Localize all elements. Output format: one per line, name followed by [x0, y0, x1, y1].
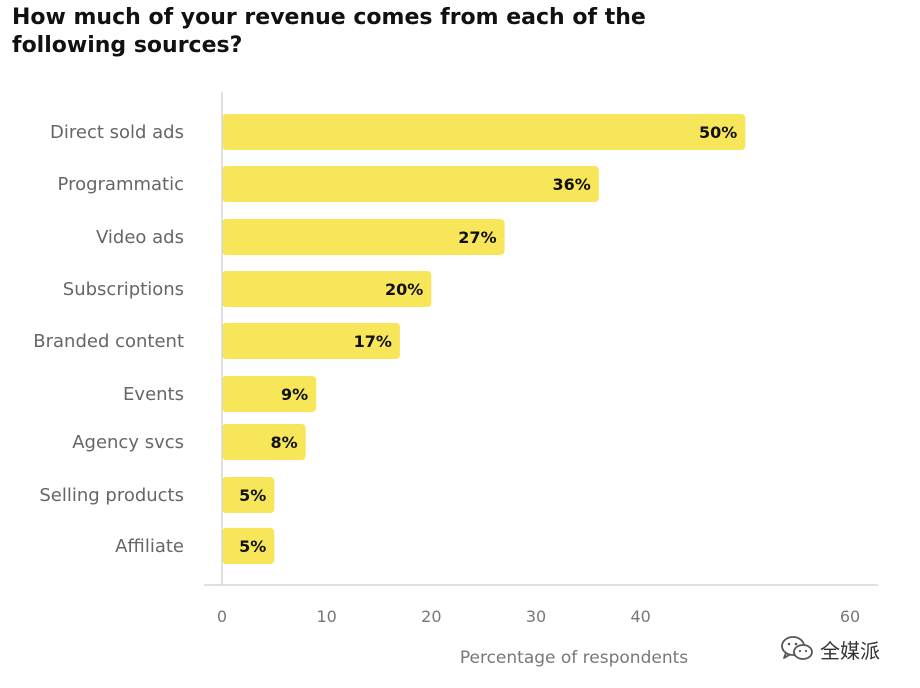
watermark: 全媒派: [780, 634, 880, 664]
category-label: Video ads: [96, 227, 184, 248]
category-label: Agency svcs: [72, 432, 184, 453]
x-tick-label: 30: [526, 607, 546, 626]
data-label: 9%: [281, 385, 308, 404]
category-label: Programmatic: [58, 174, 184, 195]
x-axis-title: Percentage of respondents: [460, 648, 688, 668]
x-tick-label: 10: [316, 607, 336, 626]
x-tick-label: 0: [217, 607, 227, 626]
bar: [222, 166, 599, 202]
category-label: Direct sold ads: [50, 122, 184, 143]
chart-title: How much of your revenue comes from each…: [12, 5, 646, 58]
labels-layer: Direct sold ads 50% Programmatic 36% Video a…: [33, 122, 737, 557]
x-tick-label: 60: [840, 607, 860, 626]
watermark-text: 全媒派: [820, 638, 880, 663]
x-tick-label: 20: [421, 607, 441, 626]
bar: [222, 424, 306, 460]
data-label: 5%: [239, 486, 266, 505]
data-label: 17%: [354, 332, 392, 351]
data-label: 8%: [271, 433, 298, 452]
axis-layer: 0 10 20 30 40 60: [204, 92, 878, 626]
x-tick-label: 40: [630, 607, 650, 626]
category-label: Events: [123, 384, 184, 405]
bar: [222, 114, 746, 150]
data-label: 5%: [239, 537, 266, 556]
data-label: 36%: [553, 175, 591, 194]
wechat-icon: [781, 636, 813, 660]
bar: [222, 219, 505, 255]
category-label: Selling products: [39, 485, 184, 506]
bar: [222, 323, 400, 359]
bars-layer: [222, 114, 746, 564]
data-label: 20%: [385, 280, 423, 299]
data-label: 27%: [458, 228, 496, 247]
bar: [222, 477, 275, 513]
category-label: Branded content: [33, 331, 184, 352]
bar: [222, 376, 317, 412]
category-label: Affiliate: [115, 536, 184, 557]
bar: [222, 271, 432, 307]
data-label: 50%: [699, 123, 737, 142]
category-label: Subscriptions: [63, 279, 184, 300]
bar: [222, 528, 275, 564]
